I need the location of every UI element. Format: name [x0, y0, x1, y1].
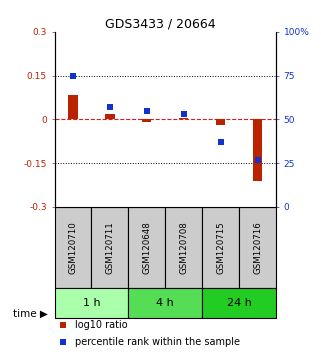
- Bar: [202, 288, 276, 318]
- Text: GSM120710: GSM120710: [68, 221, 78, 274]
- Text: GSM120711: GSM120711: [105, 221, 115, 274]
- Text: GSM120715: GSM120715: [216, 221, 225, 274]
- Text: GSM120648: GSM120648: [142, 221, 152, 274]
- Text: percentile rank within the sample: percentile rank within the sample: [74, 337, 239, 347]
- Bar: [165, 207, 202, 288]
- Text: 1 h: 1 h: [83, 298, 100, 308]
- Text: GSM120708: GSM120708: [179, 221, 188, 274]
- Bar: [68, 95, 78, 119]
- Text: 4 h: 4 h: [156, 298, 174, 308]
- Bar: [216, 119, 225, 125]
- Bar: [91, 207, 128, 288]
- Text: GSM120716: GSM120716: [253, 221, 262, 274]
- Text: time ▶: time ▶: [13, 308, 48, 318]
- Bar: [142, 119, 152, 122]
- Bar: [202, 207, 239, 288]
- Bar: [253, 119, 262, 181]
- Bar: [239, 207, 276, 288]
- Bar: [55, 288, 128, 318]
- Bar: [128, 288, 202, 318]
- Bar: [55, 207, 91, 288]
- Bar: [105, 114, 115, 119]
- Bar: [128, 207, 165, 288]
- Bar: [179, 118, 188, 119]
- Text: 24 h: 24 h: [227, 298, 252, 308]
- Text: GDS3433 / 20664: GDS3433 / 20664: [105, 17, 216, 30]
- Text: log10 ratio: log10 ratio: [74, 320, 127, 330]
